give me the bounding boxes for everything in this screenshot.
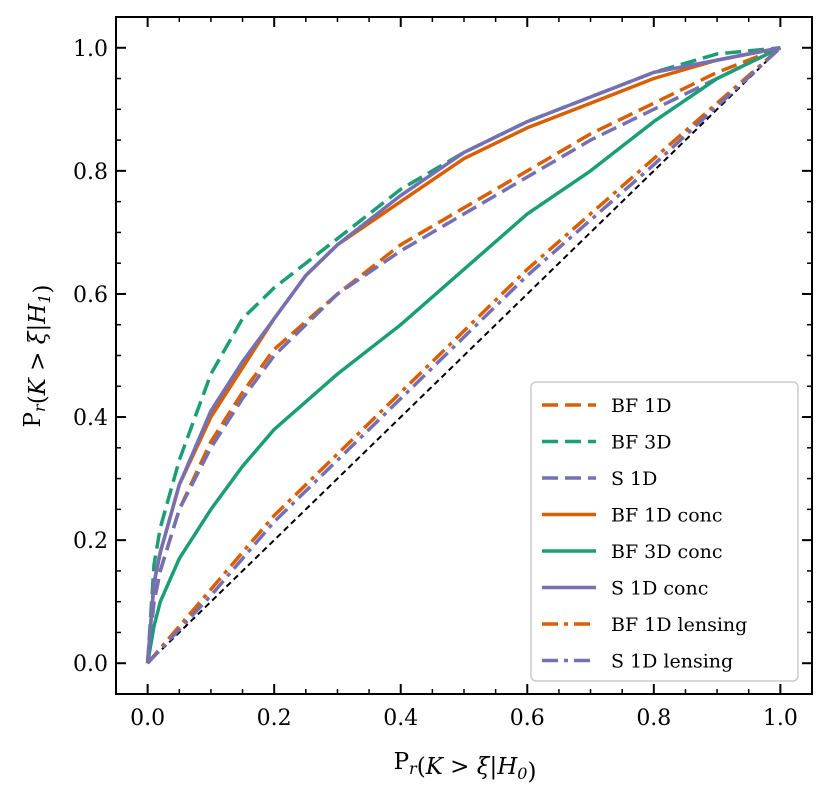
series-line-5	[145, 46, 782, 664]
y-axis-label: Pr(K > ξ|H1)	[20, 285, 56, 428]
y-tick-label: 0.0	[73, 652, 108, 677]
x-tick-label: 0.6	[510, 706, 545, 731]
series-lines	[145, 46, 782, 665]
reference-line	[146, 47, 782, 664]
x-tick-label: 1.0	[763, 706, 798, 731]
series-line-8	[146, 46, 782, 665]
legend-label-1: BF 1D	[611, 395, 672, 417]
series-line-7	[146, 46, 782, 665]
x-tick-label: 0.0	[130, 706, 165, 731]
legend-label-5: BF 3D conc	[611, 541, 723, 563]
y-tick-label: 0.8	[73, 160, 108, 185]
x-tick-label: 0.8	[636, 706, 671, 731]
legend-label-6: S 1D conc	[611, 578, 708, 600]
legend-label-2: BF 3D	[611, 432, 672, 454]
x-axis-label: Pr(K > ξ|H0)	[394, 749, 537, 785]
series-line-6	[145, 46, 781, 664]
legend: BF 1D BF 3D S 1D BF 1D conc BF 3D conc S 1D c…	[530, 381, 799, 682]
axis-ticks: 0.0 0.2 0.4 0.6 0.8 1.0 0.0 0.2 0.4 0.6 0.8 1.0	[73, 16, 813, 731]
y-tick-label: 0.6	[73, 283, 108, 308]
x-tick-label: 0.4	[383, 706, 418, 731]
legend-label-3: S 1D	[611, 468, 657, 490]
y-tick-label: 0.4	[73, 406, 108, 431]
y-tick-label: 0.2	[73, 529, 108, 554]
legend-box	[530, 381, 799, 682]
legend-label-8: S 1D lensing	[611, 651, 733, 673]
x-tick-label: 0.2	[257, 706, 292, 731]
reference-diagonal	[146, 47, 782, 664]
legend-label-4: BF 1D conc	[611, 505, 723, 527]
legend-label-7: BF 1D lensing	[611, 614, 747, 636]
series-line-3	[145, 46, 782, 664]
y-tick-label: 1.0	[73, 37, 108, 62]
